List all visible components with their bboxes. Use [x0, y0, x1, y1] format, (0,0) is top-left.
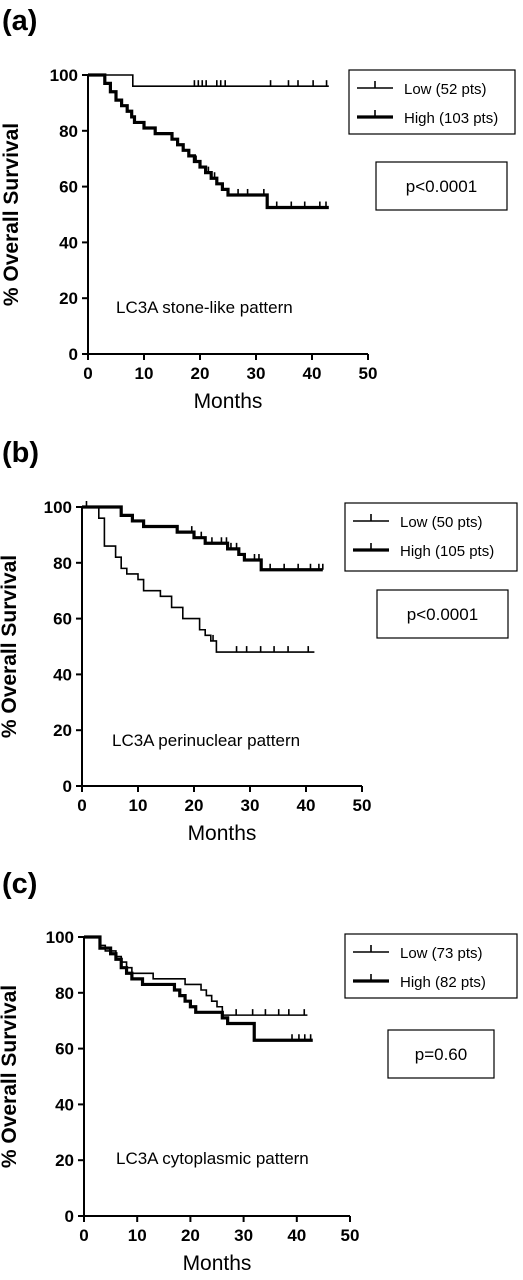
y-tick-label: 40	[59, 233, 78, 252]
y-axis-label: % Overall Survival	[0, 123, 23, 306]
legend-entry: High (103 pts)	[404, 110, 498, 127]
x-tick-label: 30	[234, 1226, 253, 1245]
x-tick-label: 20	[191, 364, 210, 383]
y-axis-label: % Overall Survival	[0, 555, 21, 738]
survival-curve-high	[84, 935, 313, 1042]
x-tick-label: 30	[241, 796, 260, 815]
p-value-box	[387, 1029, 495, 1079]
y-tick-label: 60	[55, 1040, 74, 1059]
x-tick-label: 0	[77, 796, 86, 815]
survival-curve-high	[88, 73, 329, 210]
y-tick-label: 80	[55, 984, 74, 1003]
y-tick-label: 20	[59, 289, 78, 308]
survival-curve-low	[84, 936, 308, 1016]
survival-curve-low	[82, 506, 315, 653]
legend-box	[348, 69, 516, 135]
legend-entry: High (105 pts)	[400, 543, 494, 560]
x-tick-label: 0	[79, 1226, 88, 1245]
x-tick-label: 20	[185, 796, 204, 815]
pattern-annotation: LC3A stone-like pattern	[116, 298, 293, 317]
x-axis-label: Months	[194, 390, 263, 413]
x-tick-label: 40	[287, 1226, 306, 1245]
legend-entry: High (82 pts)	[400, 974, 486, 991]
legend: Low (73 pts) High (82 pts)	[344, 933, 518, 999]
y-tick-label: 40	[55, 1095, 74, 1114]
legend: Low (52 pts) High (103 pts)	[348, 69, 516, 135]
y-tick-label: 60	[59, 178, 78, 197]
legend-entry: Low (52 pts)	[404, 81, 487, 98]
y-tick-label: 80	[53, 554, 72, 573]
chart-panel-3: (c) 0 20 40 60 80 100 0 10 20 30 40 50 Months % Overal…	[0, 868, 518, 1275]
p-value-text: p<0.0001	[406, 177, 477, 196]
x-axis-label: Months	[188, 822, 257, 845]
y-tick-label: 100	[46, 928, 74, 947]
x-tick-label: 50	[341, 1226, 360, 1245]
x-tick-label: 20	[181, 1226, 200, 1245]
y-tick-label: 40	[53, 665, 72, 684]
p-value-text: p<0.0001	[407, 605, 478, 624]
legend: Low (50 pts) High (105 pts)	[344, 502, 518, 572]
chart-panel-2: (b) 0 20 40 60 80 100 0 10 20 30 40 50 Months % Overal…	[0, 437, 518, 845]
panel-label: (c)	[2, 868, 37, 900]
y-tick-label: 0	[65, 1207, 74, 1226]
legend-box	[344, 502, 518, 572]
survival-curve-low	[88, 74, 329, 87]
x-axis-label: Months	[183, 1252, 252, 1275]
x-tick-label: 40	[297, 796, 316, 815]
y-tick-label: 20	[55, 1151, 74, 1170]
x-tick-label: 30	[247, 364, 266, 383]
p-value-box	[376, 589, 509, 639]
y-tick-label: 60	[53, 610, 72, 629]
x-tick-label: 10	[135, 364, 154, 383]
x-tick-label: 0	[83, 364, 92, 383]
panel-label: (a)	[2, 5, 37, 37]
p-value-box	[375, 161, 508, 211]
y-tick-label: 80	[59, 122, 78, 141]
x-tick-label: 40	[303, 364, 322, 383]
legend-entry: Low (73 pts)	[400, 945, 483, 962]
pattern-annotation: LC3A perinuclear pattern	[112, 731, 300, 750]
y-tick-label: 0	[63, 777, 72, 796]
y-axis-label: % Overall Survival	[0, 985, 21, 1168]
chart-panel-1: (a) 0 20 40 60 80 100 0 10 20 30 40 50 Months % Overal…	[0, 5, 516, 413]
panel-label: (b)	[2, 437, 39, 469]
survival-curve-high	[82, 505, 323, 572]
y-tick-label: 100	[50, 66, 78, 85]
y-tick-label: 20	[53, 721, 72, 740]
x-tick-label: 50	[359, 364, 378, 383]
p-value-text: p=0.60	[415, 1045, 467, 1064]
pattern-annotation: LC3A cytoplasmic pattern	[116, 1149, 309, 1168]
y-tick-label: 100	[44, 498, 72, 517]
x-tick-label: 10	[128, 1226, 147, 1245]
x-tick-label: 10	[129, 796, 148, 815]
legend-box	[344, 933, 518, 999]
x-tick-label: 50	[353, 796, 372, 815]
y-tick-label: 0	[69, 345, 78, 364]
legend-entry: Low (50 pts)	[400, 514, 483, 531]
